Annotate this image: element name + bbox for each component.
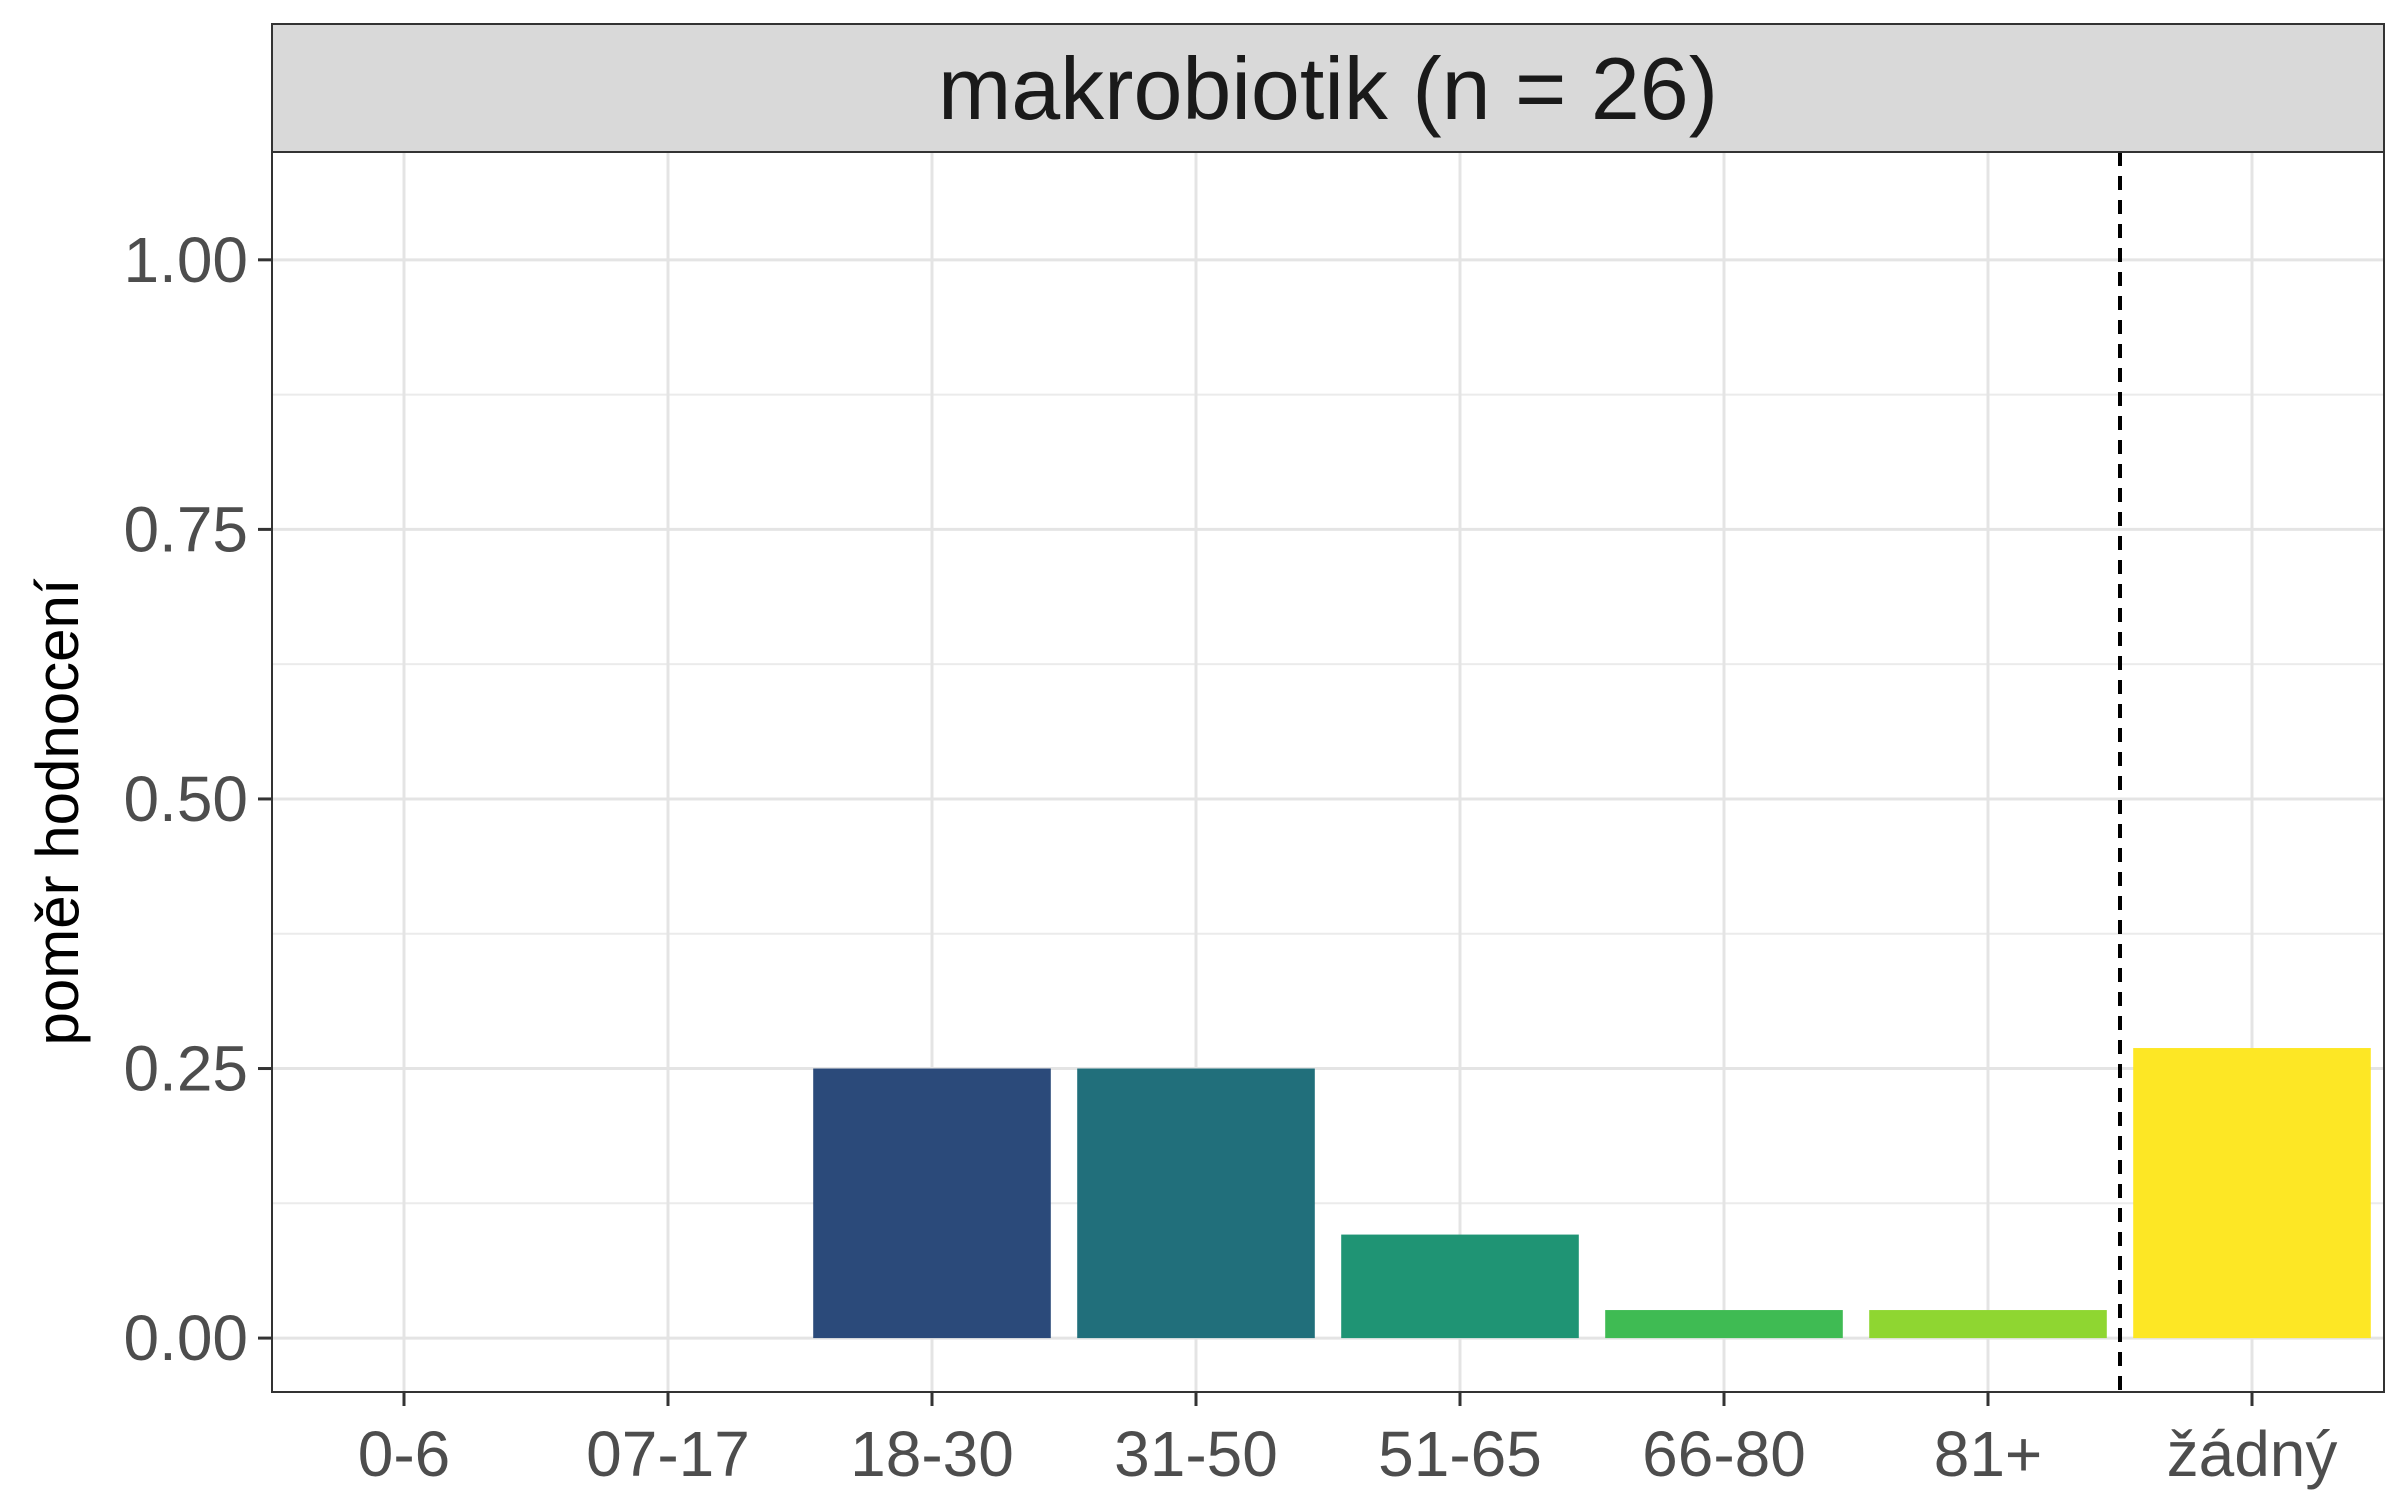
bar-18-30 [813,1068,1051,1339]
y-tick-label: 1.00 [123,224,248,296]
bar-51-65 [1341,1234,1579,1339]
x-tick-label: 66-80 [1642,1418,1806,1490]
bar-66-80 [1605,1310,1843,1339]
axes: 0.00 0.25 0.50 0.75 1.00 0-6 07-17 18-30 31-50 51… [123,224,2337,1490]
chart-title: makrobiotik (n = 26) [938,39,1718,138]
bar-81+ [1869,1310,2107,1339]
x-tick-label: 07-17 [586,1418,750,1490]
y-tick-label: 0.00 [123,1302,248,1374]
x-tick-label: žádný [2167,1418,2338,1490]
x-tick-label: 51-65 [1378,1418,1542,1490]
strip-background [271,23,2385,153]
y-tick-label: 0.50 [123,763,248,835]
x-tick-label: 31-50 [1114,1418,1278,1490]
x-tick-label: 18-30 [850,1418,1014,1490]
grid [272,152,2384,1392]
bar-31-50 [1077,1068,1315,1339]
bars [813,1048,2371,1339]
bar-žádný [2133,1048,2371,1339]
x-tick-label: 81+ [1934,1418,2043,1490]
y-tick-label: 0.75 [123,493,248,565]
y-axis-title: poměr hodnocení [24,578,91,1045]
panel-border [271,151,2385,1393]
y-tick-label: 0.25 [123,1033,248,1105]
x-tick-label: 0-6 [358,1418,451,1490]
